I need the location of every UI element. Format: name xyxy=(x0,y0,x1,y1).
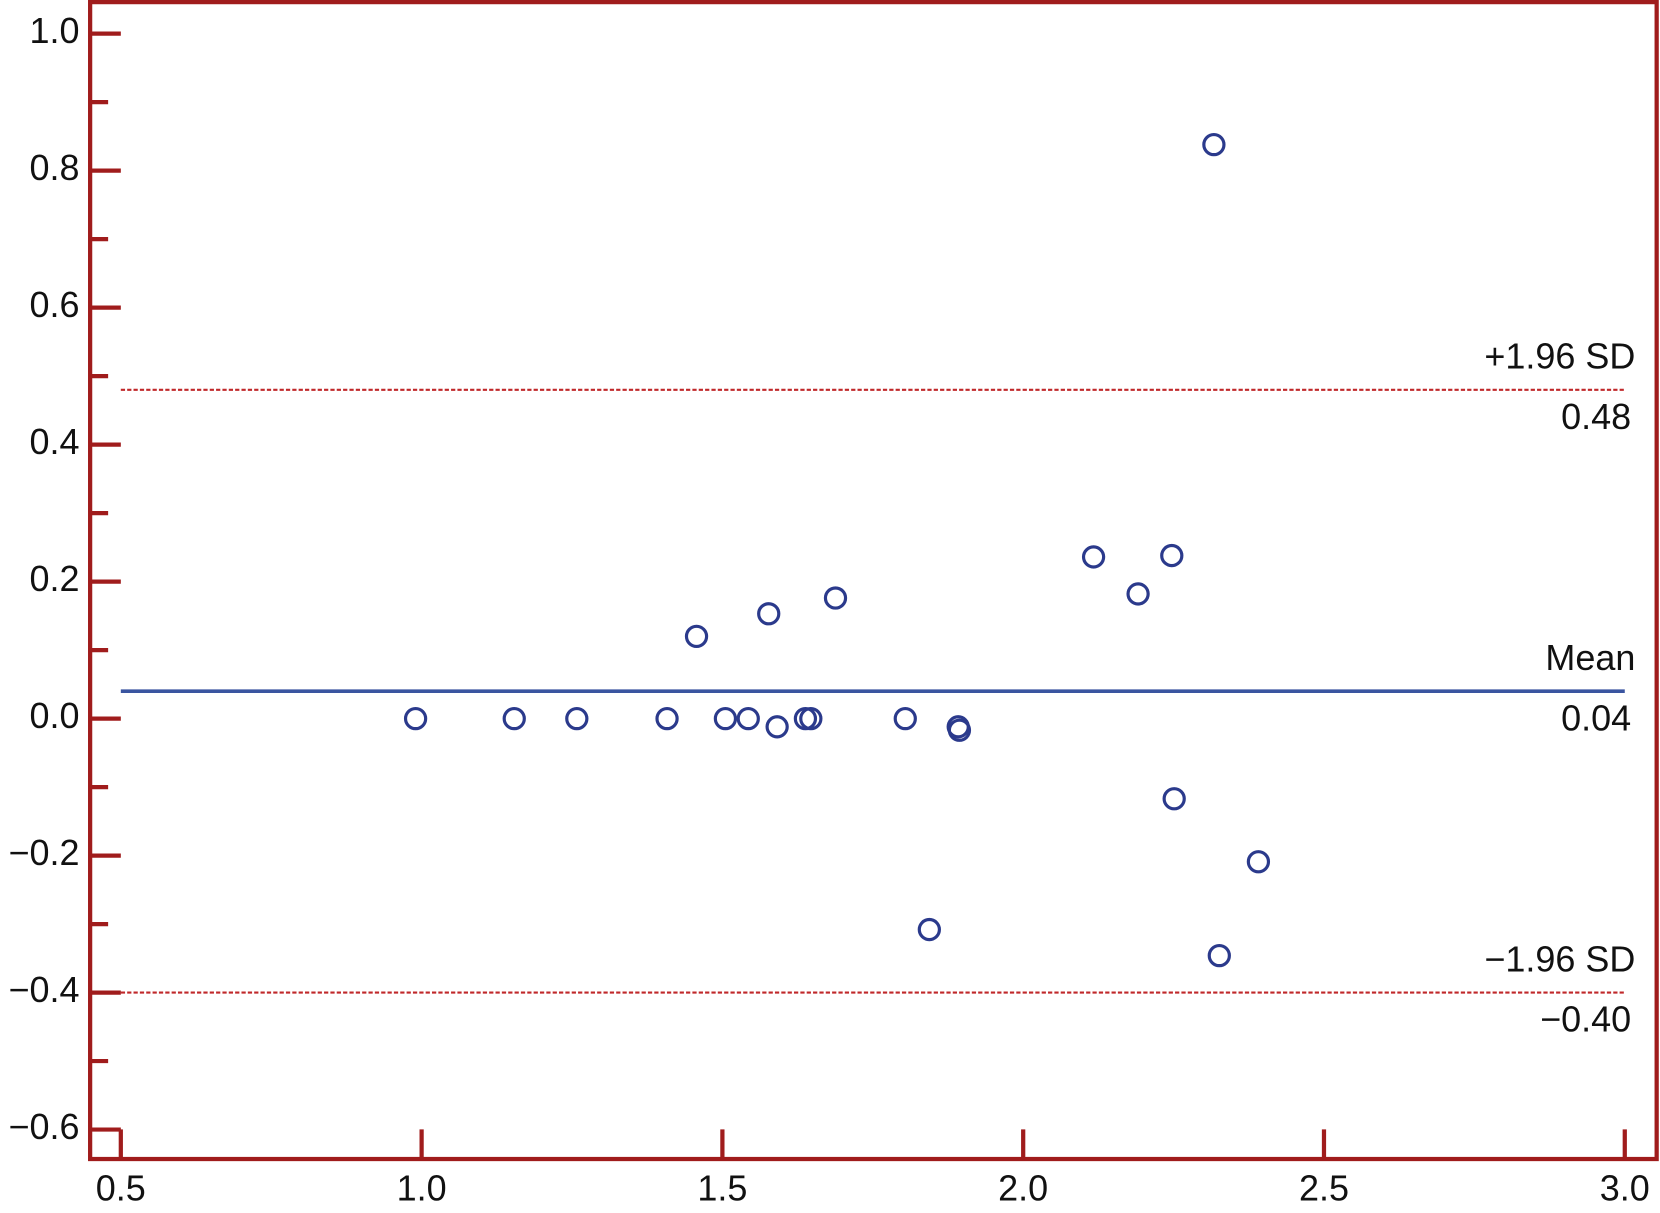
reference-value: 0.04 xyxy=(1561,697,1631,738)
reference-label: −1.96 SD xyxy=(1484,938,1635,979)
reference-value: −0.40 xyxy=(1540,999,1631,1040)
x-tick-label: 3.0 xyxy=(1600,1167,1650,1208)
data-point xyxy=(684,624,709,649)
data-point xyxy=(1246,850,1271,874)
data-point xyxy=(502,706,526,731)
data-point xyxy=(757,602,781,626)
y-tick-label: −0.4 xyxy=(9,969,80,1010)
data-point xyxy=(1202,132,1226,157)
data-point xyxy=(1081,545,1106,569)
data-point xyxy=(799,706,823,731)
data-point xyxy=(736,706,760,731)
data-point xyxy=(1160,543,1184,568)
data-point xyxy=(565,706,589,731)
data-point xyxy=(403,706,428,731)
x-tick-label: 2.5 xyxy=(1299,1167,1349,1208)
data-point xyxy=(765,715,789,739)
y-tick-label: 0.2 xyxy=(30,558,80,599)
x-tick-label: 2.0 xyxy=(998,1167,1048,1208)
y-tick-label: 0.4 xyxy=(30,421,80,462)
reference-value: 0.48 xyxy=(1561,396,1631,437)
plot-frame xyxy=(88,0,1659,1162)
y-tick-label: 0.0 xyxy=(30,695,80,736)
x-tick-label: 1.5 xyxy=(697,1167,747,1208)
reference-label: +1.96 SD xyxy=(1484,336,1635,377)
data-point xyxy=(1126,582,1150,606)
y-tick-label: 0.8 xyxy=(30,147,80,188)
data-point xyxy=(713,706,738,731)
data-point xyxy=(1162,787,1186,811)
y-tick-label: 0.6 xyxy=(30,284,80,325)
reference-label: Mean xyxy=(1545,637,1635,678)
data-point xyxy=(947,718,972,742)
data-point xyxy=(893,706,917,731)
y-tick-label: −0.6 xyxy=(9,1106,80,1147)
data-point xyxy=(823,586,848,610)
data-point xyxy=(655,706,679,731)
x-tick-label: 0.5 xyxy=(96,1167,146,1208)
y-tick-label: 1.0 xyxy=(30,10,80,51)
x-tick-label: 1.0 xyxy=(397,1167,447,1208)
data-point xyxy=(917,917,941,942)
data-point xyxy=(1207,943,1231,968)
y-tick-label: −0.2 xyxy=(9,832,80,873)
